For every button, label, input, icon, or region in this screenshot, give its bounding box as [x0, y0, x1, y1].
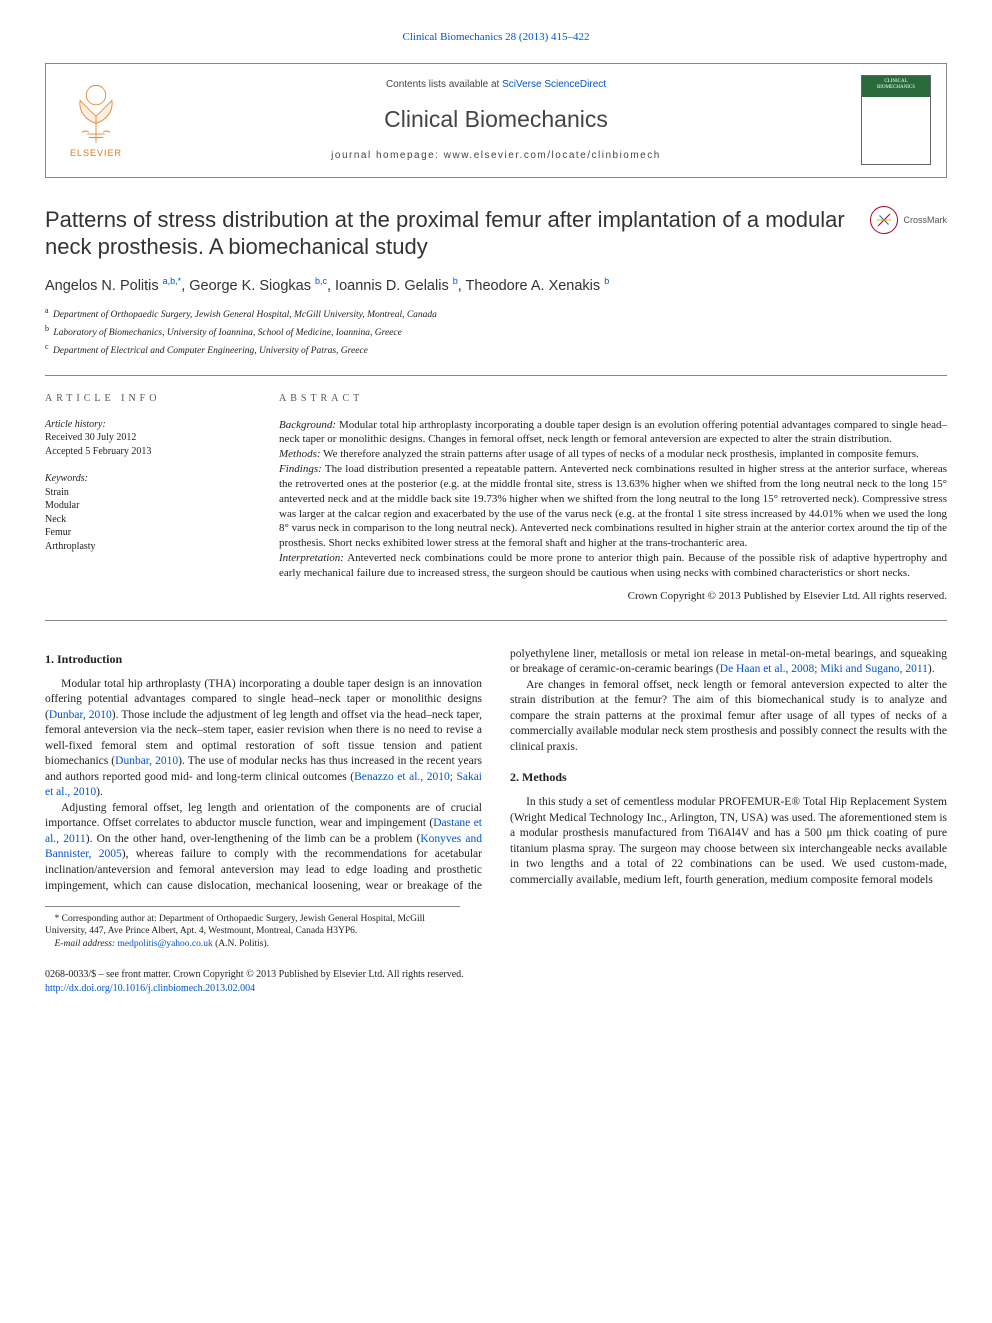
keyword-item: Arthroplasty [45, 540, 245, 554]
methods-text: We therefore analyzed the strain pattern… [321, 448, 919, 460]
email-lead: E-mail address: [55, 939, 118, 949]
footnote-star: * [55, 914, 60, 924]
article-info-head: article info [45, 392, 245, 406]
abstract-methods: Methods: We therefore analyzed the strai… [279, 447, 947, 462]
publisher-name: ELSEVIER [70, 147, 122, 159]
crossmark-badge[interactable]: CrossMark [870, 206, 947, 234]
citation-link[interactable]: Dunbar, 2010 [115, 755, 178, 767]
journal-homepage-url: www.elsevier.com/locate/clinbiomech [444, 150, 661, 161]
journal-masthead: ELSEVIER Contents lists available at Sci… [45, 63, 947, 178]
elsevier-logo-icon: ELSEVIER [65, 81, 127, 159]
corresponding-author-footnote: * Corresponding author at: Department of… [45, 906, 460, 950]
affiliation-item: c Department of Electrical and Computer … [45, 341, 947, 359]
history-label: Article history: [45, 418, 245, 432]
citation-header: Clinical Biomechanics 28 (2013) 415–422 [45, 30, 947, 45]
keywords-label: Keywords: [45, 472, 245, 486]
section-intro-head: 1. Introduction [45, 651, 482, 667]
intro-para-1: Modular total hip arthroplasty (THA) inc… [45, 677, 482, 801]
affiliation-item: a Department of Orthopaedic Surgery, Jew… [45, 305, 947, 323]
article-title: Patterns of stress distribution at the p… [45, 206, 852, 261]
contents-available-line: Contents lists available at SciVerse Sci… [386, 78, 606, 92]
abstract-interpretation: Interpretation: Anteverted neck combinat… [279, 551, 947, 581]
crossmark-icon [870, 206, 898, 234]
keyword-item: Neck [45, 513, 245, 527]
masthead-center: Contents lists available at SciVerse Sci… [146, 64, 846, 177]
background-text: Modular total hip arthroplasty incorpora… [279, 419, 947, 446]
authors-line: Angelos N. Politis a,b,*, George K. Siog… [45, 275, 947, 296]
article-info-column: article info Article history: Received 3… [45, 392, 245, 604]
intro-para-3: Are changes in femoral offset, neck leng… [510, 678, 947, 756]
interpretation-lead: Interpretation: [279, 552, 344, 564]
accepted-date: Accepted 5 February 2013 [45, 445, 245, 459]
intro-p2d: ). [928, 663, 935, 675]
findings-lead: Findings: [279, 463, 322, 475]
doi-link[interactable]: http://dx.doi.org/10.1016/j.clinbiomech.… [45, 983, 255, 994]
received-date: Received 30 July 2012 [45, 431, 245, 445]
abstract-head: abstract [279, 392, 947, 406]
affiliation-item: b Laboratory of Biomechanics, University… [45, 323, 947, 341]
keyword-item: Modular [45, 499, 245, 513]
abstract-copyright: Crown Copyright © 2013 Published by Else… [279, 589, 947, 604]
article-history: Article history: Received 30 July 2012 A… [45, 418, 245, 459]
rule-top [45, 375, 947, 376]
background-lead: Background: [279, 419, 336, 431]
methods-para-1: In this study a set of cementless modula… [510, 795, 947, 888]
email-link[interactable]: medpolitis@yahoo.co.uk [117, 939, 212, 949]
abstract-background: Background: Modular total hip arthroplas… [279, 418, 947, 448]
keyword-item: Strain [45, 486, 245, 500]
publisher-logo-cell: ELSEVIER [46, 64, 146, 177]
findings-text: The load distribution presented a repeat… [279, 463, 947, 549]
cover-line1: CLINICAL [884, 79, 907, 84]
keyword-item: Femur [45, 526, 245, 540]
citation-link[interactable]: Dunbar, 2010 [49, 709, 112, 721]
sciencedirect-link[interactable]: SciVerse ScienceDirect [502, 79, 606, 90]
methods-lead: Methods: [279, 448, 321, 460]
abstract-column: abstract Background: Modular total hip a… [279, 392, 947, 604]
interpretation-text: Anteverted neck combinations could be mo… [279, 552, 947, 579]
keywords-block: Keywords: StrainModularNeckFemurArthropl… [45, 472, 245, 553]
journal-title: Clinical Biomechanics [384, 104, 608, 135]
intro-p1d: ). [96, 786, 103, 798]
section-methods-head: 2. Methods [510, 769, 947, 785]
homepage-prefix: journal homepage: [331, 150, 444, 161]
intro-p2b: ). On the other hand, over-lengthening o… [86, 833, 421, 845]
page-footer-meta: 0268-0033/$ – see front matter. Crown Co… [45, 968, 947, 996]
corr-prefix: Corresponding author at: [62, 914, 159, 924]
journal-homepage-line: journal homepage: www.elsevier.com/locat… [331, 149, 661, 163]
crossmark-label: CrossMark [903, 214, 947, 226]
citation-link[interactable]: De Haan et al., 2008; Miki and Sugano, 2… [720, 663, 928, 675]
rule-bottom [45, 620, 947, 621]
front-matter-line: 0268-0033/$ – see front matter. Crown Co… [45, 968, 947, 982]
email-tail: (A.N. Politis). [213, 939, 269, 949]
contents-prefix: Contents lists available at [386, 79, 502, 90]
abstract-findings: Findings: The load distribution presente… [279, 462, 947, 551]
affiliations-block: a Department of Orthopaedic Surgery, Jew… [45, 305, 947, 359]
intro-p2a: Adjusting femoral offset, leg length and… [45, 802, 482, 830]
cover-line2: BIOMECHANICS [877, 85, 915, 90]
body-two-column: 1. Introduction Modular total hip arthro… [45, 647, 947, 894]
journal-cover-icon: CLINICAL BIOMECHANICS [861, 75, 931, 165]
cover-thumb-cell: CLINICAL BIOMECHANICS [846, 64, 946, 177]
citation-link[interactable]: Clinical Biomechanics 28 (2013) 415–422 [403, 31, 590, 43]
